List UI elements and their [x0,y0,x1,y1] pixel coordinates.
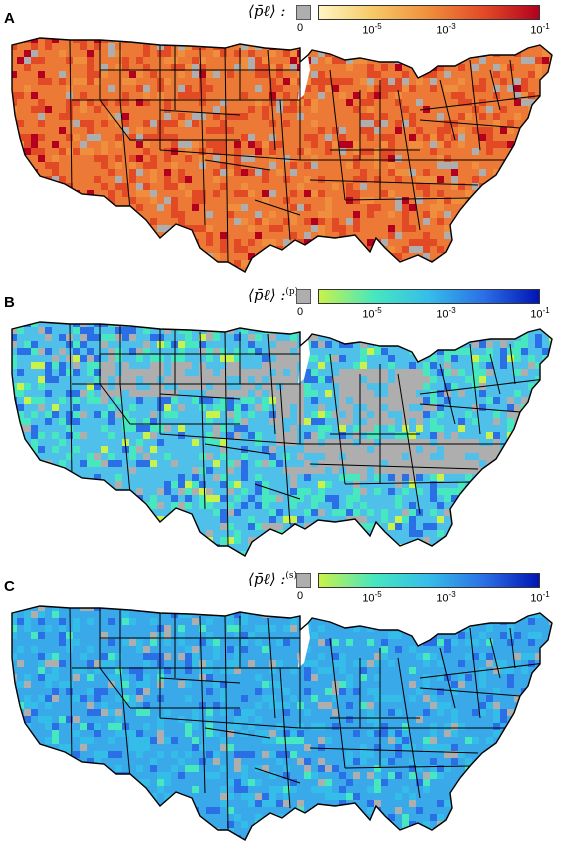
panel-letter: C [4,578,15,595]
state-border [419,119,521,129]
state-border [69,323,73,480]
state-border [199,47,206,226]
state-border [439,363,456,425]
colorbar-tick-label: 10-1 [530,590,550,605]
state-border [439,79,456,141]
state-border [489,69,501,111]
state-border [159,433,301,445]
colorbar-tick-label: 10-3 [436,590,456,605]
colorbar-tick-label: 10-5 [362,22,382,37]
state-border [509,59,516,101]
state-border [469,59,481,151]
state-border [199,615,206,794]
state-border [279,667,291,809]
colorbar-tick-label: 0 [296,590,304,602]
state-border [419,378,546,395]
state-border [159,393,241,400]
colorbar-tick-label: 10-3 [436,22,456,37]
state-border [99,383,131,425]
us-map [11,321,553,557]
colorbar-tick-label: 10-5 [362,306,382,321]
state-border [419,662,546,679]
map-panel-a: A ⟨p̄ℓ⟩ : 0 10-5 10-3 10-1 [0,0,568,284]
country-outline [11,605,553,841]
colorbar-tick-label: 10-1 [530,22,550,37]
no-data-swatch [296,573,311,588]
state-border [329,353,346,485]
state-border [439,647,456,709]
colorbar [318,573,540,588]
state-border [329,69,346,201]
state-border [344,197,471,201]
state-border [204,159,271,171]
state-border [159,677,241,684]
state-border [69,607,73,764]
state-border [267,49,276,151]
colorbar-tick-label: 10-5 [362,590,382,605]
state-border [309,463,479,470]
state-border [509,627,516,669]
state-border [419,94,546,111]
colorbar [318,289,540,304]
panel-letter: B [4,294,15,311]
country-outline [11,37,553,273]
state-border [99,667,131,709]
legend-label-superscript: (p) [285,287,299,297]
state-border [204,443,271,455]
colorbar [318,5,540,20]
state-border [469,343,481,435]
map-panel-c: C ⟨p̄ℓ⟩ :(s) 0 10-5 10-3 10-1 [0,568,568,852]
state-border [254,483,301,500]
panel-letter: A [4,10,15,27]
no-data-swatch [296,5,311,20]
colorbar-tick-label: 0 [296,22,304,34]
state-border [509,343,516,385]
state-border [199,331,206,510]
state-border [159,717,301,729]
state-border [489,353,501,395]
state-border [309,179,479,186]
state-border [489,637,501,679]
state-border [329,637,346,769]
state-border [267,617,276,719]
us-map [11,605,553,841]
state-border [159,149,301,161]
colorbar-tick-label: 10-3 [436,306,456,321]
state-border [254,767,301,784]
state-border [279,99,291,241]
state-border [419,403,521,413]
country-outline [11,321,553,557]
lake-michigan [298,339,310,384]
state-border [254,199,301,216]
state-border [279,383,291,525]
legend-label: ⟨p̄ℓ⟩ :(p) [248,286,299,304]
state-border [267,333,276,435]
state-border [469,627,481,719]
legend-label: ⟨p̄ℓ⟩ : [248,2,286,20]
lake-michigan [298,55,310,100]
no-data-swatch [296,289,311,304]
state-border [159,109,241,116]
state-border [99,99,131,141]
legend-label-superscript: (s) [285,571,298,581]
state-border [419,687,521,697]
state-border [309,747,479,754]
state-border [69,39,73,196]
us-map [11,37,553,273]
colorbar-tick-label: 0 [296,306,304,318]
colorbar-tick-label: 10-1 [530,306,550,321]
lake-michigan [298,623,310,668]
map-panel-b: B ⟨p̄ℓ⟩ :(p) 0 10-5 10-3 10-1 [0,284,568,568]
state-border [204,727,271,739]
state-border [344,481,471,485]
legend-label: ⟨p̄ℓ⟩ :(s) [248,570,298,588]
state-border [344,765,471,769]
